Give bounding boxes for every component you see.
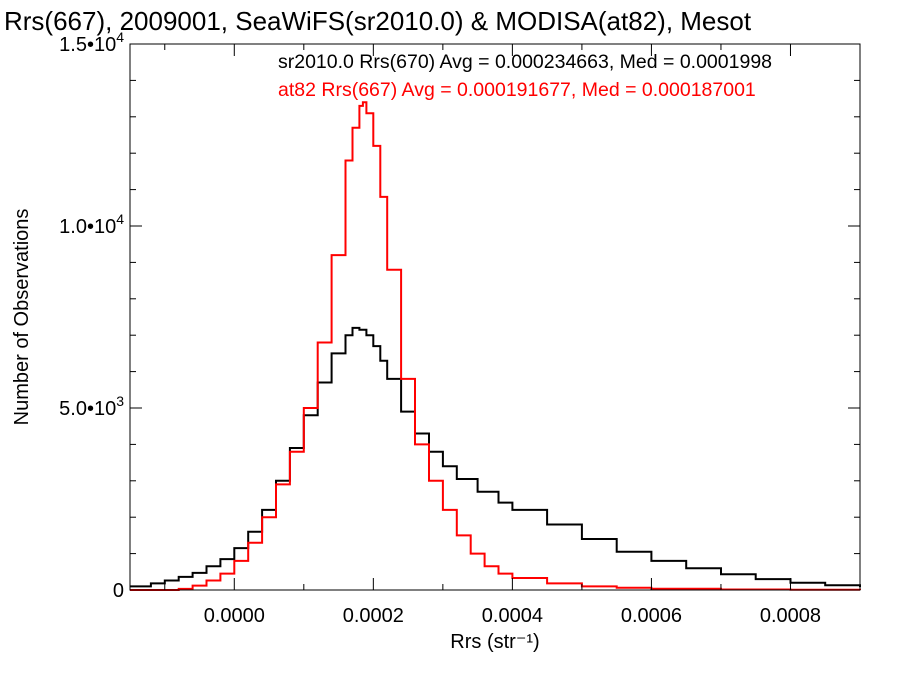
x-tick-label: 0.0006 [621,605,682,627]
x-tick-label: 0.0002 [343,605,404,627]
y-tick-label: 1.0•104 [59,211,124,238]
x-tick-label: 0.0000 [204,605,265,627]
series-layer [130,101,861,591]
y-axis: 0 5.0•103 1.0•104 1.5•104 [59,29,860,602]
y-tick-label: 0 [113,580,124,602]
series-line-0 [130,326,861,588]
legend-entry-black: sr2010.0 Rrs(670) Avg = 0.000234663, Med… [278,51,772,73]
y-axis-title: Number of Observations [11,209,33,426]
legend-entry-red: at82 Rrs(667) Avg = 0.000191677, Med = 0… [278,79,756,101]
x-axis-title: Rrs (str⁻¹) [450,631,539,653]
x-tick-label: 0.0008 [760,605,821,627]
plot-frame [129,43,861,591]
y-tick-label: 5.0•103 [59,393,124,420]
chart-title: Rrs(667), 2009001, SeaWiFS(sr2010.0) & M… [4,6,752,36]
x-axis: 0.0000 0.0002 0.0004 0.0006 0.0008 [164,44,861,627]
series-line-1 [130,101,861,591]
x-tick-label: 0.0004 [482,605,543,627]
y-tick-label: 1.5•104 [59,29,124,56]
